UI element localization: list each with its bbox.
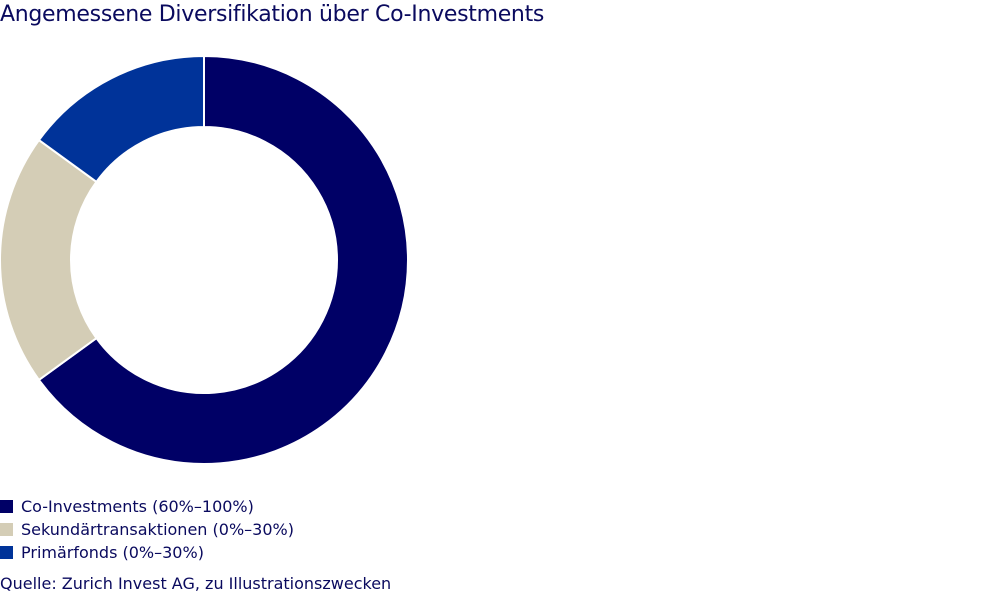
legend-label: Primärfonds (0%–30%) <box>21 543 204 562</box>
legend-swatch <box>0 546 13 559</box>
donut-segment-co-investments <box>37 54 409 465</box>
legend-item-co-investments: Co-Investments (60%–100%) <box>0 495 294 518</box>
donut-segment-primärfonds <box>37 54 205 184</box>
legend: Co-Investments (60%–100%) Sekundärtransa… <box>0 495 294 564</box>
chart-title: Angemessene Diversifikation über Co-Inve… <box>0 2 545 27</box>
legend-item-primaerfonds: Primärfonds (0%–30%) <box>0 541 294 564</box>
donut-segment-sekundärtransaktionen <box>0 138 98 382</box>
legend-swatch <box>0 523 13 536</box>
source-note: Quelle: Zurich Invest AG, zu Illustratio… <box>0 574 392 593</box>
legend-label: Co-Investments (60%–100%) <box>21 497 254 516</box>
legend-swatch <box>0 500 13 513</box>
legend-label: Sekundärtransaktionen (0%–30%) <box>21 520 294 539</box>
legend-item-sekundaertransaktionen: Sekundärtransaktionen (0%–30%) <box>0 518 294 541</box>
donut-chart <box>0 54 409 465</box>
